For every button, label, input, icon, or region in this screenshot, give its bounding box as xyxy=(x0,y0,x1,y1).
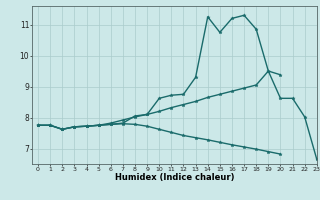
X-axis label: Humidex (Indice chaleur): Humidex (Indice chaleur) xyxy=(115,173,234,182)
